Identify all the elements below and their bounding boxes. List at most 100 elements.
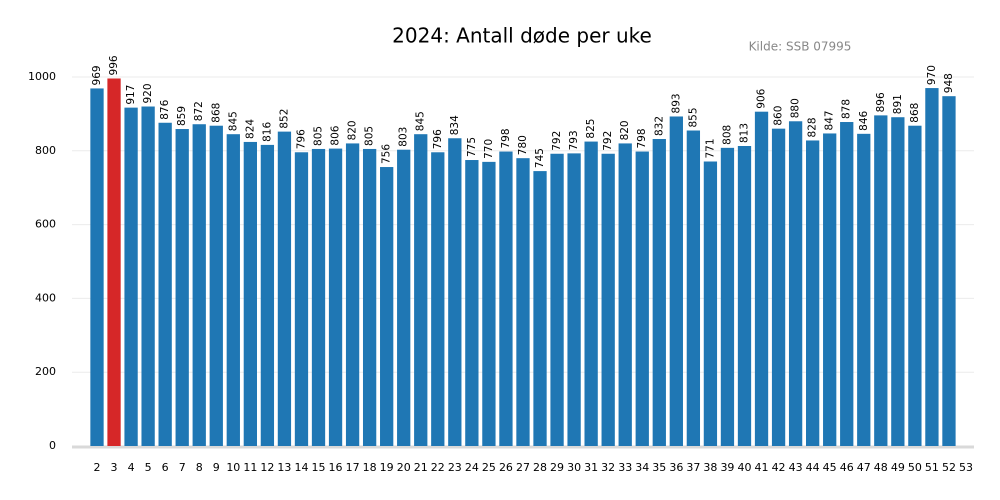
bar — [925, 88, 939, 446]
bar — [499, 151, 513, 446]
bar — [243, 141, 257, 446]
value-label: 805 — [364, 126, 376, 146]
value-label: 896 — [875, 92, 887, 112]
x-tick-label: 8 — [196, 461, 203, 474]
bar — [192, 124, 206, 447]
x-tick-label: 4 — [128, 461, 135, 474]
x-tick-label: 50 — [908, 461, 922, 474]
x-tick-label: 16 — [329, 461, 343, 474]
x-tick-label: 31 — [584, 461, 598, 474]
value-label: 828 — [807, 117, 819, 137]
value-label: 816 — [261, 122, 273, 142]
x-tick-label: 51 — [925, 461, 939, 474]
value-label: 771 — [704, 138, 716, 158]
bar — [294, 152, 309, 446]
y-tick-label: 400 — [35, 291, 56, 304]
value-label: 796 — [295, 129, 307, 149]
bar — [567, 153, 581, 446]
x-tick-label: 26 — [499, 461, 513, 474]
bar — [260, 144, 275, 446]
value-label: 880 — [790, 98, 802, 118]
x-tick-label: 34 — [635, 461, 649, 474]
value-label: 803 — [398, 127, 410, 147]
x-tick-label: 46 — [840, 461, 854, 474]
value-label: 852 — [278, 109, 290, 129]
bar — [806, 140, 820, 446]
bar — [141, 106, 155, 447]
x-tick-label: 40 — [737, 461, 751, 474]
value-label: 846 — [858, 110, 870, 130]
x-tick-label: 25 — [482, 461, 496, 474]
value-label: 872 — [193, 101, 205, 121]
bar — [175, 129, 189, 447]
x-tick-label: 7 — [179, 461, 186, 474]
value-label: 860 — [773, 106, 785, 126]
value-label: 798 — [636, 128, 648, 148]
y-tick-label: 200 — [35, 365, 56, 378]
bar — [754, 111, 769, 446]
y-tick-label: 0 — [49, 439, 56, 452]
x-tick-label: 41 — [755, 461, 769, 474]
value-label: 825 — [585, 119, 597, 139]
x-tick-label: 49 — [891, 461, 905, 474]
bar — [431, 152, 445, 446]
value-label: 876 — [159, 99, 171, 119]
value-label: 893 — [670, 93, 682, 113]
x-tick-label: 5 — [145, 461, 152, 474]
source-note: Kilde: SSB 07995 — [749, 40, 852, 54]
x-tick-label: 23 — [448, 461, 462, 474]
value-label: 868 — [909, 103, 921, 123]
value-label: 859 — [176, 106, 188, 126]
x-tick-label: 47 — [857, 461, 871, 474]
x-tick-label: 37 — [686, 461, 700, 474]
bar — [311, 148, 326, 446]
value-label: 798 — [500, 128, 512, 148]
x-tick-label: 27 — [516, 461, 530, 474]
value-label: 832 — [653, 116, 665, 136]
bar — [601, 153, 615, 446]
bar — [124, 107, 138, 446]
x-tick-label: 9 — [213, 461, 220, 474]
x-tick-label: 2 — [94, 461, 101, 474]
bar — [414, 134, 428, 446]
value-label: 878 — [841, 99, 853, 119]
x-tick-label: 38 — [703, 461, 717, 474]
x-tick-label: 18 — [363, 461, 377, 474]
bar — [397, 149, 411, 446]
bar — [788, 121, 803, 446]
value-label: 770 — [483, 139, 495, 159]
bar — [533, 171, 547, 446]
bar — [703, 161, 718, 446]
x-tick-label: 15 — [312, 461, 326, 474]
x-tick-label: 24 — [465, 461, 479, 474]
value-label: 813 — [738, 123, 750, 143]
value-label: 845 — [227, 111, 239, 131]
value-label: 793 — [568, 130, 580, 150]
value-label: 996 — [108, 55, 120, 75]
x-tick-label: 29 — [550, 461, 564, 474]
value-label: 970 — [926, 65, 938, 85]
x-tick-label: 22 — [431, 461, 445, 474]
chart-title: 2024: Antall døde per uke — [392, 24, 652, 48]
value-label: 796 — [432, 129, 444, 149]
bar — [550, 153, 564, 446]
x-tick-label: 45 — [823, 461, 837, 474]
bar — [823, 133, 837, 446]
value-label: 845 — [415, 111, 427, 131]
x-tick-label: 43 — [789, 461, 803, 474]
bar — [107, 78, 121, 446]
bar — [158, 122, 172, 447]
x-tick-label: 44 — [806, 461, 820, 474]
value-label: 820 — [347, 120, 359, 140]
x-tick-label: 21 — [414, 461, 428, 474]
bar — [635, 151, 649, 446]
x-tick-label: 48 — [874, 461, 888, 474]
x-tick-label: 19 — [380, 461, 394, 474]
bar — [380, 167, 394, 446]
bar — [516, 158, 530, 446]
x-tick-label: 3 — [111, 461, 118, 474]
x-tick-label: 30 — [567, 461, 581, 474]
bar — [618, 143, 632, 447]
value-label: 745 — [534, 148, 546, 168]
